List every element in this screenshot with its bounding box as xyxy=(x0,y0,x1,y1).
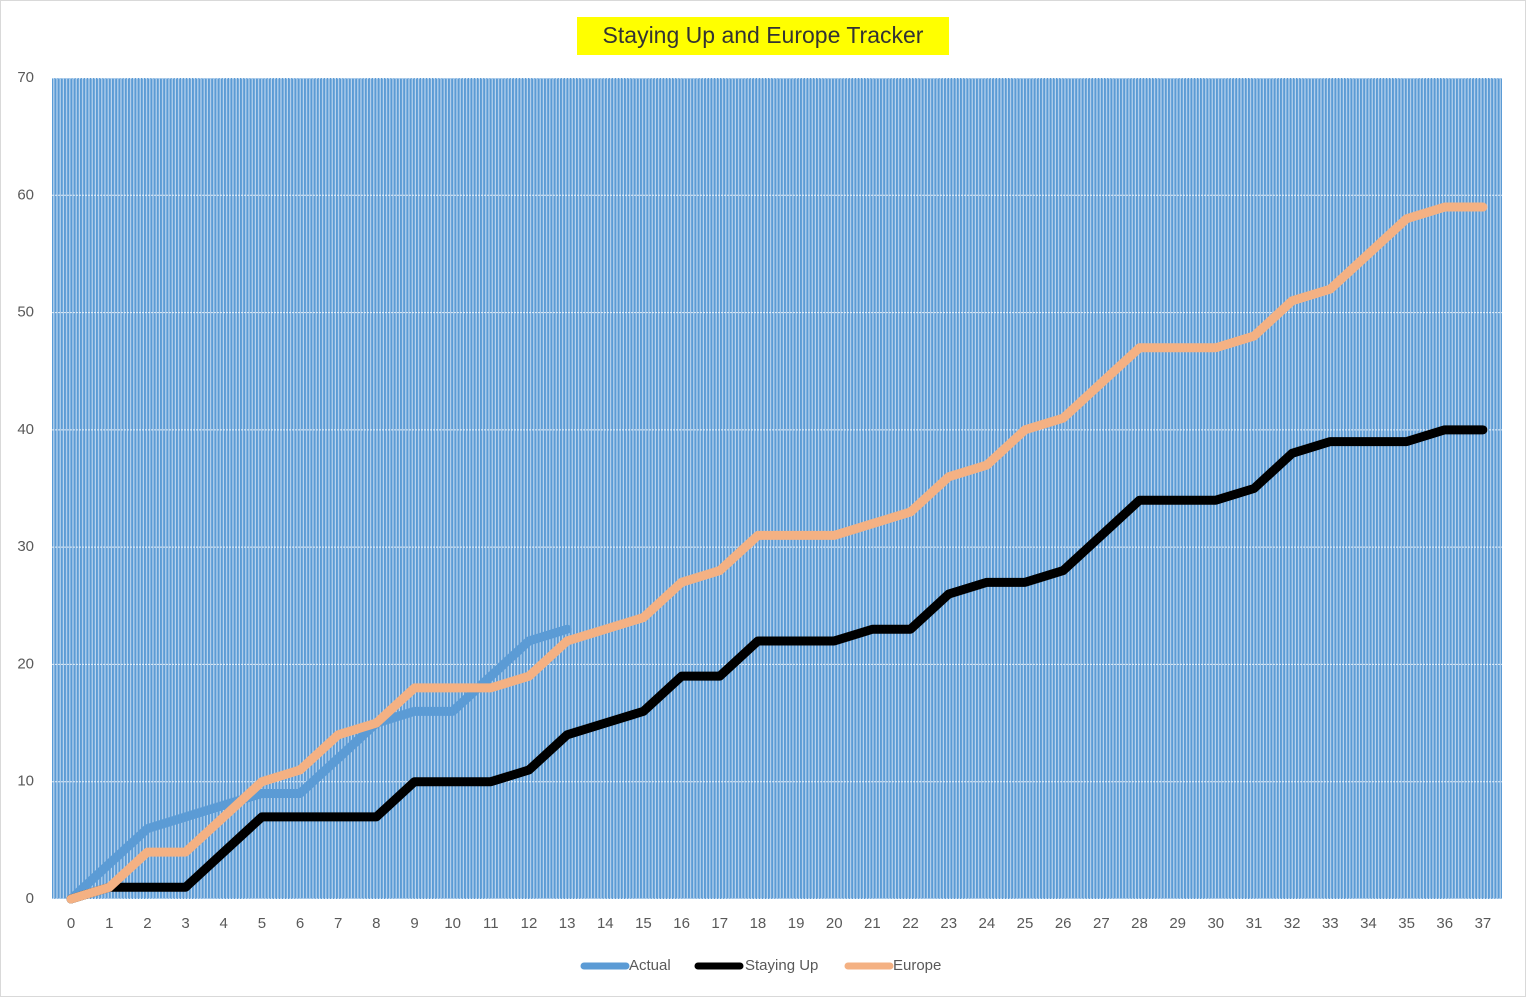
y-tick-label: 10 xyxy=(17,773,34,790)
x-tick-label: 7 xyxy=(334,915,342,932)
x-tick-label: 28 xyxy=(1131,915,1148,932)
y-tick-label: 20 xyxy=(17,655,34,672)
x-tick-label: 35 xyxy=(1398,915,1415,932)
series-line xyxy=(66,624,572,904)
x-tick-label: 34 xyxy=(1360,915,1377,932)
series-line xyxy=(66,425,1488,904)
x-tick-label: 3 xyxy=(181,915,189,932)
x-tick-label: 32 xyxy=(1284,915,1301,932)
x-tick-label: 26 xyxy=(1055,915,1072,932)
y-tick-label: 30 xyxy=(17,538,34,555)
x-tick-label: 24 xyxy=(979,915,996,932)
x-tick-label: 22 xyxy=(902,915,919,932)
x-tick-label: 14 xyxy=(597,915,614,932)
x-tick-label: 37 xyxy=(1475,915,1492,932)
x-tick-label: 15 xyxy=(635,915,652,932)
x-tick-label: 5 xyxy=(258,915,266,932)
x-tick-label: 36 xyxy=(1436,915,1453,932)
x-tick-label: 1 xyxy=(105,915,113,932)
x-tick-label: 12 xyxy=(521,915,538,932)
x-tick-label: 4 xyxy=(220,915,228,932)
x-tick-label: 19 xyxy=(788,915,805,932)
x-tick-label: 8 xyxy=(372,915,380,932)
legend-label: Actual xyxy=(629,957,671,974)
x-tick-label: 17 xyxy=(711,915,728,932)
x-tick-label: 2 xyxy=(143,915,151,932)
y-tick-label: 70 xyxy=(17,69,34,86)
x-tick-label: 30 xyxy=(1207,915,1224,932)
y-tick-label: 40 xyxy=(17,421,34,438)
series-line xyxy=(66,202,1488,904)
x-tick-label: 21 xyxy=(864,915,881,932)
x-tick-label: 11 xyxy=(483,915,499,932)
x-tick-label: 29 xyxy=(1169,915,1186,932)
x-tick-label: 9 xyxy=(410,915,418,932)
y-tick-label: 0 xyxy=(26,890,34,907)
x-tick-label: 27 xyxy=(1093,915,1110,932)
x-tick-label: 25 xyxy=(1017,915,1034,932)
legend-label: Staying Up xyxy=(745,957,818,974)
x-tick-label: 18 xyxy=(750,915,767,932)
x-tick-label: 16 xyxy=(673,915,690,932)
title-highlight xyxy=(577,17,949,55)
x-tick-label: 10 xyxy=(444,915,461,932)
x-tick-label: 31 xyxy=(1246,915,1263,932)
x-tick-label: 13 xyxy=(559,915,576,932)
y-tick-label: 50 xyxy=(17,304,34,321)
x-tick-label: 23 xyxy=(940,915,957,932)
x-tick-label: 20 xyxy=(826,915,843,932)
x-tick-label: 0 xyxy=(67,915,75,932)
x-tick-label: 33 xyxy=(1322,915,1339,932)
y-tick-label: 60 xyxy=(17,186,34,203)
legend-label: Europe xyxy=(893,957,941,974)
x-tick-label: 6 xyxy=(296,915,304,932)
chart-title: Staying Up and Europe Tracker xyxy=(603,22,924,48)
